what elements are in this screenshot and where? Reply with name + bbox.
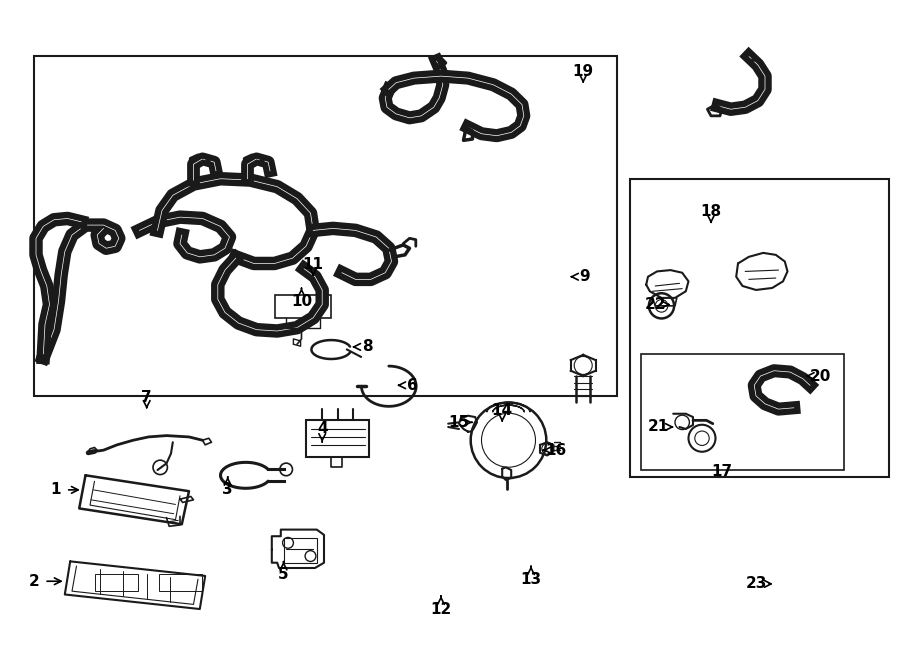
Text: 5: 5 — [278, 567, 289, 582]
Text: 15: 15 — [448, 415, 470, 430]
Text: 18: 18 — [700, 205, 722, 219]
Text: 16: 16 — [545, 443, 567, 457]
Text: 3: 3 — [222, 483, 233, 497]
Text: 23: 23 — [745, 577, 767, 591]
Bar — [94, 574, 138, 591]
Bar — [630, 179, 889, 477]
Text: 14: 14 — [491, 403, 513, 418]
Bar — [274, 295, 331, 318]
Text: 7: 7 — [141, 390, 152, 404]
Text: 12: 12 — [430, 602, 452, 616]
Text: 22: 22 — [644, 297, 666, 312]
Text: 11: 11 — [302, 258, 324, 272]
Text: 1: 1 — [50, 483, 61, 497]
Text: 17: 17 — [711, 464, 733, 479]
Bar — [159, 574, 202, 591]
Text: 4: 4 — [317, 422, 328, 436]
Text: 21: 21 — [648, 420, 670, 434]
Text: 9: 9 — [580, 269, 590, 284]
Text: 10: 10 — [291, 294, 312, 308]
Bar — [284, 538, 317, 563]
Bar — [34, 56, 617, 396]
Text: 2: 2 — [29, 574, 40, 589]
Text: 6: 6 — [407, 378, 418, 393]
Text: 8: 8 — [362, 340, 373, 354]
Bar — [641, 354, 844, 470]
Text: 13: 13 — [520, 572, 542, 587]
Bar — [306, 420, 369, 457]
Text: 20: 20 — [810, 369, 832, 383]
Text: 19: 19 — [572, 64, 594, 79]
